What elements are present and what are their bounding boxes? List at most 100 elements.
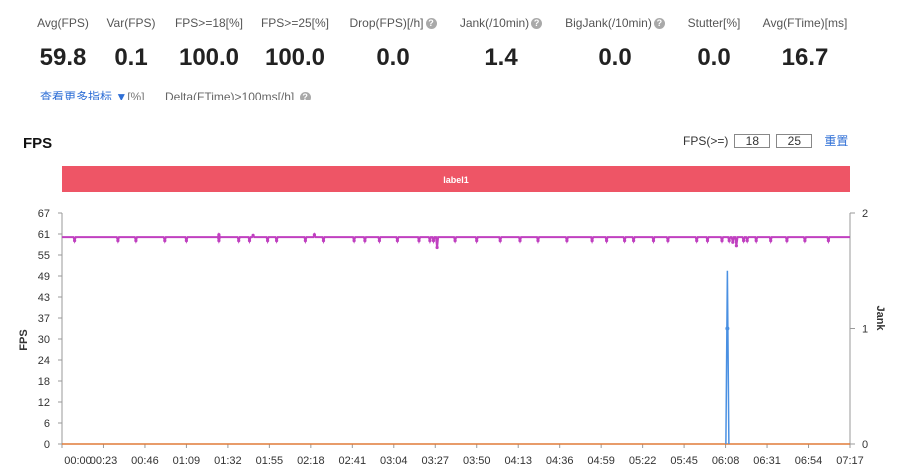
series-fps-point [377,239,381,243]
x-tick-label: 04:59 [587,455,615,467]
stat-value: 0.0 [598,44,632,71]
y2-tick-label: 0 [862,439,868,451]
series-fps-point [623,239,627,243]
fps-threshold-input-1[interactable] [734,133,771,148]
y-tick-label: 12 [38,397,50,409]
series-fps-point [266,239,270,243]
y-tick-label: 61 [38,229,50,241]
stat-value: 0.1 [114,44,148,71]
x-tick-label: 06:31 [753,455,781,467]
series-fps-point [363,239,367,243]
stat-label: FPS>=25[%] [260,16,330,30]
series-fps-point [734,244,739,248]
x-tick-label: 06:08 [712,455,740,467]
stat-label: Var(FPS) [106,16,156,30]
series-fps-point [237,239,241,243]
series-fps-point [217,233,221,237]
more-metrics-link[interactable]: 查看更多指标 ▼[%] [40,90,145,100]
stat-label: BigJank(/10min)? [545,16,685,30]
x-tick-label: 04:36 [546,455,574,467]
series-fps-point [605,239,609,243]
series-fps-point [826,239,831,243]
x-tick-label: 05:45 [670,455,698,467]
y-tick-label: 67 [38,208,50,220]
series-fps-point [590,239,594,243]
series-fps-point [435,245,439,250]
chart-title: FPS [23,135,53,152]
series-fps-point [247,239,252,243]
fps-threshold-filter: FPS(>=) 重置 [683,132,848,149]
series-fps-point [695,239,699,243]
series-fps-point [769,239,773,243]
y2-tick-label: 1 [862,324,868,336]
series-fps-point [251,233,255,237]
x-tick-label: 00:00 [64,455,92,467]
y-tick-label: 55 [38,250,50,262]
series-fps-point [745,239,749,243]
stat-label: Jank(/10min)? [431,16,571,30]
stat-label: Drop(FPS)[/h]? [323,16,463,30]
series-fps-point [498,239,502,243]
series-fps-point [184,239,188,243]
fps-threshold-label: FPS(>=) [683,133,729,148]
series-fps-point [754,239,758,243]
series-fps-line [62,232,850,248]
series-fps-point [321,239,326,243]
series-fps-point [431,239,436,243]
help-icon: ? [299,92,311,100]
reset-button[interactable]: 重置 [824,134,849,148]
y-tick-label: 49 [38,271,50,283]
help-icon[interactable]: ? [653,18,665,29]
x-tick-label: 04:13 [504,455,532,467]
series-fps-point [352,239,356,243]
series-fps-point [73,239,77,243]
x-tick-label: 03:50 [463,455,491,467]
x-tick-label: 00:46 [131,455,159,467]
x-tick-label: 01:32 [214,455,242,467]
stats-panel: Avg(FPS) 59.8 Var(FPS) 0.1 FPS>=18[%] 100.0 FP… [0,0,900,110]
stat-value: 100.0 [178,44,240,71]
x-tick-label: 01:55 [256,455,284,467]
stat-value: 0.0 [376,44,410,71]
series-fps-point [275,239,279,243]
stat-label: Avg(FPS) [37,16,89,30]
series-fps-point [705,239,710,243]
stat-value: 16.7 [781,44,829,71]
fps-threshold-input-2[interactable] [776,133,813,148]
stat-value: 100.0 [264,44,326,71]
y2-tick-label: 2 [862,208,868,220]
x-tick-label: 01:09 [173,455,201,467]
series-fps-point [417,239,421,243]
series-fps-point [632,239,636,243]
x-tick-label: 03:04 [380,455,408,467]
y-tick-label: 43 [38,292,50,304]
series-fps-point [565,239,569,243]
series-fps-point [395,239,399,243]
stat-label: Avg(FTime)[ms] [762,16,848,30]
series-jank-line [725,270,730,445]
series-fps-point [727,239,731,243]
x-tick-label: 05:22 [629,455,657,467]
series-fps-point [720,239,724,243]
series-fps-point [666,239,670,243]
series-fps-point [217,239,221,243]
help-icon[interactable]: ? [531,18,543,29]
stat-label: Stutter[%] [687,16,741,30]
label-band [62,166,850,192]
series-fps-point [453,239,457,243]
series-fps-point [163,239,167,243]
y-tick-label: 24 [38,355,50,367]
series-fps-point [475,239,479,243]
y-axis-label-right: Jank [874,305,886,331]
series-fps-point [428,239,432,243]
x-tick-label: 07:17 [836,455,864,467]
series-fps-point [518,239,522,243]
y-tick-label: 18 [38,376,50,388]
x-tick-label: 03:27 [421,455,449,467]
help-icon[interactable]: ? [425,18,437,29]
more-metric-cut-label: Delta(FTime)>100ms[/h] ? [165,90,311,100]
y-tick-label: 30 [38,334,50,346]
series-fps-point [785,239,789,243]
series-fps-point [536,239,540,243]
